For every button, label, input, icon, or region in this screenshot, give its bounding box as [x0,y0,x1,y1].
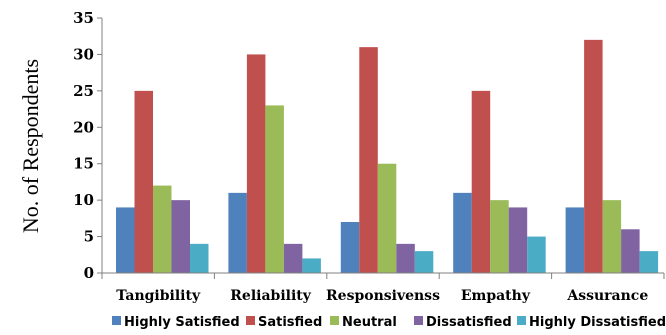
bar-neutral-tangibility [153,185,172,273]
y-tick-label: 0 [84,264,94,282]
x-tick-label: Reliability [230,288,311,304]
bar-neutral-empathy [490,200,509,273]
bar-highly-dissatisfied-assurance [639,251,659,273]
legend-swatch [112,316,121,325]
bar-highly-dissatisfied-empathy [527,236,546,273]
bar-highly-satisfied-responsivenss [340,222,360,273]
legend-label: Highly Satisfied [124,315,240,330]
x-tick-label: Tangibility [116,288,201,304]
bar-satisfied-tangibility [134,90,153,273]
legend-label: Neutral [342,315,397,330]
bar-highly-dissatisfied-responsivenss [414,251,434,273]
y-axis-label: No. of Respondents [18,59,43,233]
bar-highly-dissatisfied-tangibility [190,243,209,273]
bar-highly-satisfied-reliability [228,192,247,273]
y-tick-label: 20 [73,118,94,136]
y-tick-label: 35 [73,9,94,27]
x-tick-label: Empathy [461,288,531,304]
y-tick-label: 25 [73,82,94,100]
bar-dissatisfied-empathy [508,207,528,273]
legend-swatch [330,316,339,325]
bar-satisfied-empathy [471,90,491,273]
bar-dissatisfied-responsivenss [396,243,415,273]
legend-swatch [414,316,423,325]
bar-dissatisfied-reliability [283,243,303,273]
x-tick-label: Responsivenss [326,288,440,304]
bar-neutral-responsivenss [377,163,397,273]
bar-satisfied-reliability [246,54,266,273]
bar-satisfied-responsivenss [359,47,378,274]
y-tick-label: 15 [73,155,94,173]
bar-highly-satisfied-tangibility [116,207,135,273]
y-tick-label: 30 [73,45,94,63]
legend-label: Highly Dissatisfied [529,315,666,330]
legend-label: Satisfied [258,315,322,330]
legend-swatch [517,316,526,325]
x-tick-label: Assurance [566,288,648,304]
y-tick-label: 10 [73,191,94,209]
bar-highly-dissatisfied-reliability [302,258,321,273]
bar-satisfied-assurance [584,39,603,273]
bar-dissatisfied-assurance [621,229,640,273]
legend-swatch [246,316,255,325]
bar-highly-satisfied-assurance [565,207,585,273]
bar-neutral-reliability [265,105,284,273]
bar-dissatisfied-tangibility [171,200,190,273]
y-tick-label: 5 [84,228,94,246]
bar-highly-satisfied-empathy [453,192,472,273]
bar-neutral-assurance [602,200,622,273]
legend-label: Dissatisfied [426,315,512,330]
